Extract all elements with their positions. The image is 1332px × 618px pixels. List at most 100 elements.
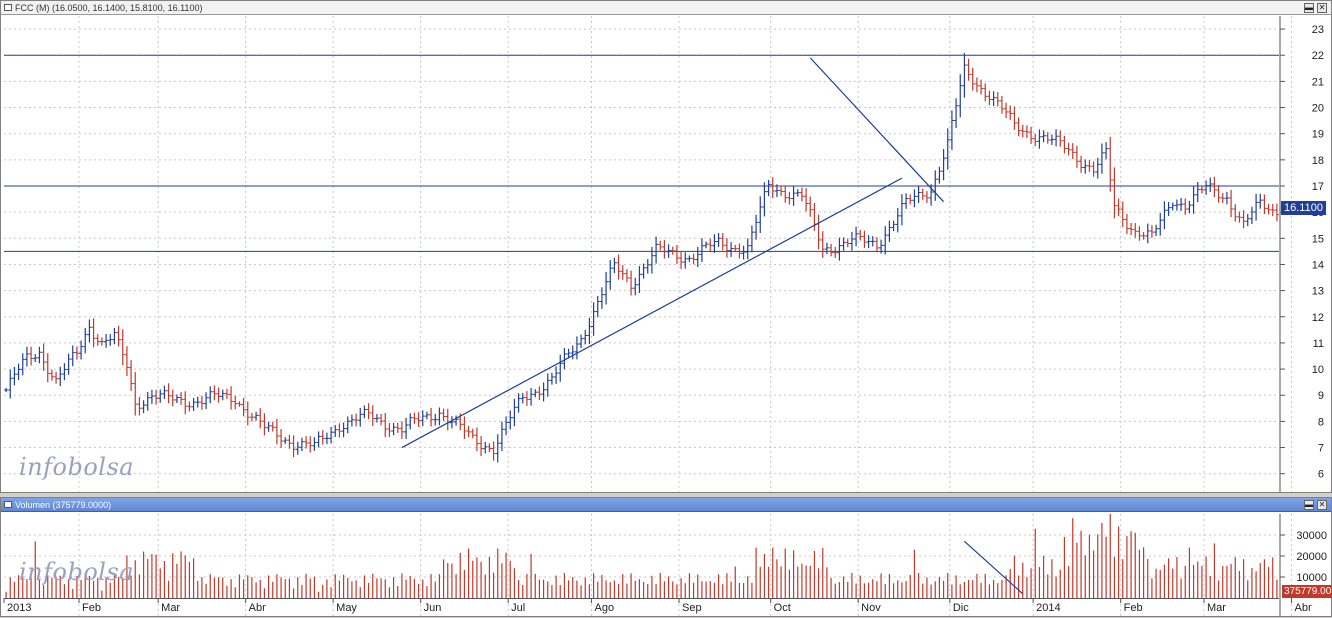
ohlc-bar <box>20 353 25 376</box>
ohlc-bar <box>841 237 846 251</box>
ohlc-bar <box>724 238 729 258</box>
ohlc-bar <box>274 418 279 445</box>
volume-panel-title: Volumen (375779.0000) <box>15 500 112 510</box>
ohlc-bar <box>149 389 154 404</box>
ohlc-bar <box>1012 106 1017 130</box>
ohlc-bar <box>179 392 184 405</box>
ohlc-bar <box>1208 177 1213 192</box>
ohlc-bar <box>470 428 475 439</box>
ohlc-bar <box>504 416 509 436</box>
ohlc-bar <box>291 435 296 458</box>
ohlc-bar <box>220 389 225 401</box>
ohlc-bar <box>241 397 246 417</box>
ohlc-bar <box>237 401 242 407</box>
ohlc-bar <box>795 189 800 197</box>
ohlc-bar <box>516 393 521 413</box>
ohlc-bar <box>529 387 534 406</box>
ohlc-bar <box>1212 176 1217 198</box>
ohlc-bar <box>4 387 9 393</box>
ohlc-bar <box>549 372 554 385</box>
price-tick-label: 6 <box>1318 469 1324 481</box>
month-label: Abr <box>1295 602 1312 614</box>
ohlc-bar <box>999 96 1004 114</box>
ohlc-bar <box>1179 197 1184 211</box>
ohlc-bar <box>349 414 354 427</box>
close-button[interactable]: ✕ <box>1317 500 1327 510</box>
ohlc-bar <box>324 432 329 445</box>
ohlc-bar <box>1187 200 1192 214</box>
ohlc-bar <box>658 240 663 251</box>
ohlc-bar <box>687 255 692 262</box>
ohlc-bar <box>1095 157 1100 179</box>
ohlc-bar <box>1099 143 1104 174</box>
ohlc-bar <box>329 426 334 444</box>
ohlc-bar <box>966 58 971 81</box>
volume-panel-titlebar: Volumen (375779.0000) ▬ ✕ <box>1 498 1331 512</box>
window-icon <box>4 501 12 508</box>
month-label: Feb <box>82 602 101 614</box>
ohlc-bar <box>849 231 854 251</box>
ohlc-bar <box>416 412 421 427</box>
trendline <box>401 177 903 449</box>
ohlc-bar <box>204 392 209 410</box>
ohlc-bar <box>299 437 304 452</box>
price-tick-label: 10 <box>1312 364 1324 376</box>
month-label: 2014 <box>1036 602 1060 614</box>
ohlc-bar <box>466 425 471 438</box>
ohlc-bar <box>791 185 796 206</box>
ohlc-bar <box>741 245 746 260</box>
ohlc-bar <box>1108 136 1113 192</box>
ohlc-bar <box>874 237 879 253</box>
ohlc-bar <box>254 411 259 421</box>
ohlc-bar <box>704 241 709 249</box>
price-tick-label: 23 <box>1312 24 1324 36</box>
ohlc-bar <box>674 245 679 264</box>
ohlc-bar <box>1020 124 1025 138</box>
price-tick-label: 22 <box>1312 50 1324 62</box>
price-panel-titlebar: FCC (M) (16.0500, 16.1400, 15.8100, 16.1… <box>1 1 1331 15</box>
ohlc-bar <box>716 232 721 247</box>
ohlc-bar <box>587 317 592 345</box>
ohlc-bar <box>762 182 767 217</box>
ohlc-bar <box>137 397 142 416</box>
ohlc-bar <box>116 325 121 347</box>
ohlc-bar <box>33 354 38 363</box>
ohlc-bar <box>1220 193 1225 204</box>
ohlc-bar <box>279 429 284 449</box>
ohlc-bar <box>212 385 217 401</box>
ohlc-bar <box>958 74 963 118</box>
ohlc-bar <box>629 270 634 296</box>
close-button[interactable]: ✕ <box>1317 3 1327 13</box>
minimize-button[interactable]: ▬ <box>1304 500 1314 510</box>
month-label: Oct <box>774 602 791 614</box>
price-tick-label: 13 <box>1312 286 1324 298</box>
ohlc-bar <box>962 53 967 98</box>
volume-chart-panel: Volumen (375779.0000) ▬ ✕ 10000 20000 3000… <box>0 497 1332 617</box>
ohlc-bar <box>558 354 563 382</box>
ohlc-bar <box>449 416 454 429</box>
month-label: Mar <box>161 602 180 614</box>
ohlc-bar <box>1233 204 1238 222</box>
ohlc-bar <box>970 67 975 91</box>
ohlc-bar <box>124 346 129 377</box>
ohlc-bar <box>654 236 659 264</box>
ohlc-bar <box>395 422 400 433</box>
ohlc-bar <box>1124 213 1129 235</box>
ohlc-bar <box>949 110 954 150</box>
ohlc-bar <box>845 238 850 248</box>
ohlc-bar <box>283 437 288 445</box>
ohlc-bar <box>433 413 438 426</box>
ohlc-bar <box>1204 180 1209 195</box>
minimize-button[interactable]: ▬ <box>1304 3 1314 13</box>
ohlc-bar <box>566 348 571 359</box>
trendline <box>809 57 945 203</box>
ohlc-bar <box>295 441 300 455</box>
ohlc-bar <box>1191 186 1196 214</box>
ohlc-bar <box>420 410 425 427</box>
ohlc-bar <box>979 79 984 95</box>
ohlc-bar <box>1129 222 1134 236</box>
ohlc-bar <box>37 346 42 364</box>
ohlc-bar <box>1262 194 1267 215</box>
ohlc-bar <box>1049 134 1054 145</box>
ohlc-bar <box>783 186 788 203</box>
